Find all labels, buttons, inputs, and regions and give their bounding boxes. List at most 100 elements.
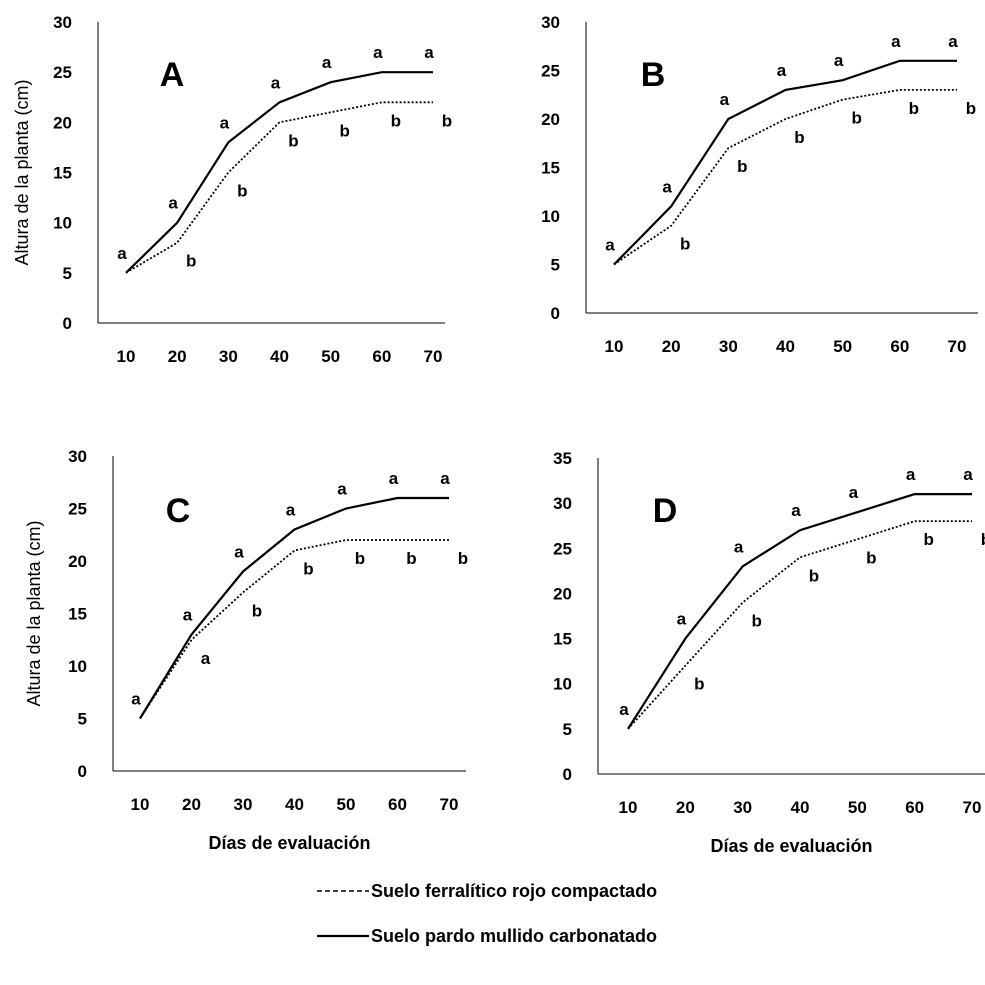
- panel-a-significance-letter: b: [339, 121, 349, 140]
- panel-d-series-ferralitico-line: [627, 520, 972, 730]
- panel-c-x-tick-label: 70: [440, 795, 459, 814]
- panel-c-x-tick-label: 30: [234, 795, 253, 814]
- panel-b-x-tick-label: 40: [776, 337, 795, 356]
- panel-d-x-tick-label: 50: [848, 798, 867, 817]
- panel-c-y-tick-label: 30: [68, 447, 87, 466]
- panel-c-significance-letter: b: [303, 560, 313, 579]
- panel-d-x-tick-label: 40: [791, 798, 810, 817]
- legend-label-ferralitico: Suelo ferralítico rojo compactado: [371, 881, 657, 901]
- panel-c-significance-letter: a: [131, 690, 141, 709]
- panel-c-y-tick-label: 10: [68, 657, 87, 676]
- panel-a-significance-letter: b: [237, 182, 247, 201]
- panel-d-x-tick-label: 20: [676, 798, 695, 817]
- panel-b-significance-letter: b: [851, 109, 861, 128]
- panel-a-y-axis-label: Altura de la planta (cm): [12, 79, 32, 265]
- panel-b-significance-letter: a: [948, 32, 958, 51]
- panel-c-significance-letter: a: [286, 501, 296, 520]
- panel-b-x-tick-label: 50: [833, 337, 852, 356]
- legend-label-pardo: Suelo pardo mullido carbonatado: [371, 926, 657, 946]
- panel-c-significance-letter: a: [440, 469, 450, 488]
- panel-c-series-pardo-line: [139, 496, 449, 720]
- panel-a-y-tick-label: 25: [53, 63, 72, 82]
- panel-d-significance-letter: a: [734, 537, 744, 556]
- panel-a-significance-letter: b: [288, 131, 298, 150]
- panel-d-y-tick-label: 5: [563, 720, 572, 739]
- panel-b-x-tick-label: 60: [890, 337, 909, 356]
- panel-b-significance-letter: a: [662, 177, 672, 196]
- panel-c-x-tick-label: 60: [388, 795, 407, 814]
- panel-a-significance-letter: b: [186, 252, 196, 271]
- panel-d-y-tick-label: 20: [553, 584, 572, 603]
- panel-d-x-tick-label: 60: [905, 798, 924, 817]
- panel-a-y-tick-label: 30: [53, 13, 72, 32]
- panel-c-significance-letter: a: [337, 480, 347, 499]
- panel-b-significance-letter: b: [680, 235, 690, 254]
- panel-c-y-tick-label: 20: [68, 552, 87, 571]
- panel-d-significance-letter: b: [981, 530, 985, 549]
- panel-c-x-tick-label: 50: [337, 795, 356, 814]
- panel-c-y-tick-label: 5: [78, 710, 87, 729]
- panel-a-y-tick-label: 10: [53, 214, 72, 233]
- panel-b-significance-letter: b: [966, 99, 976, 118]
- panel-c-significance-letter: b: [406, 549, 416, 568]
- panel-b-series-pardo-line: [613, 59, 957, 266]
- panel-d-y-tick-label: 30: [553, 494, 572, 513]
- panel-c-y-tick-label: 0: [78, 762, 87, 781]
- panel-d-significance-letter: b: [751, 611, 761, 630]
- panel-d-significance-letter: a: [619, 700, 629, 719]
- panel-b-x-tick-label: 70: [948, 337, 967, 356]
- panel-d-y-tick-label: 25: [553, 539, 572, 558]
- panel-b-significance-letter: a: [605, 236, 615, 255]
- panel-b-x-tick-label: 10: [605, 337, 624, 356]
- panel-d-label: D: [653, 492, 678, 530]
- panel-d-y-tick-label: 10: [553, 675, 572, 694]
- panel-d-x-tick-label: 30: [733, 798, 752, 817]
- panel-c-label: C: [166, 492, 191, 530]
- panel-b-x-tick-label: 30: [719, 337, 738, 356]
- panel-a-x-tick-label: 60: [372, 347, 391, 366]
- panel-a-significance-letter: a: [322, 53, 332, 72]
- panel-b-y-tick-label: 5: [551, 256, 560, 275]
- panel-b-x-tick-label: 20: [662, 337, 681, 356]
- panel-a-label: A: [160, 56, 185, 94]
- panel-d-significance-letter: b: [694, 675, 704, 694]
- panel-c-significance-letter: b: [355, 549, 365, 568]
- panel-d-significance-letter: b: [866, 548, 876, 567]
- panel-b-significance-letter: a: [720, 90, 730, 109]
- panel-b-y-tick-label: 25: [541, 62, 560, 81]
- panel-c-significance-letter: b: [458, 549, 468, 568]
- panel-a-x-tick-label: 30: [219, 347, 238, 366]
- panel-d-significance-letter: a: [677, 610, 687, 629]
- panel-a-x-tick-label: 70: [424, 347, 443, 366]
- panel-c-x-axis-label: Días de evaluación: [208, 833, 370, 853]
- panel-d-x-axis-label: Días de evaluación: [710, 836, 872, 856]
- panel-c-x-tick-label: 20: [182, 795, 201, 814]
- panel-d-significance-letter: b: [809, 566, 819, 585]
- panel-c-x-tick-label: 10: [131, 795, 150, 814]
- panel-a-significance-letter: a: [424, 43, 434, 62]
- panel-c-significance-letter: a: [234, 543, 244, 562]
- panel-c-y-axis-label: Altura de la planta (cm): [24, 520, 44, 706]
- panel-d-x-tick-label: 10: [619, 798, 638, 817]
- panel-a-x-tick-label: 40: [270, 347, 289, 366]
- panel-b-series-ferralitico-line: [613, 89, 957, 266]
- panel-c-series-ferralitico-line: [139, 539, 449, 719]
- panel-a-significance-letter: a: [168, 194, 178, 213]
- panel-a-y-tick-label: 5: [63, 264, 72, 283]
- panel-c-y-tick-label: 25: [68, 500, 87, 519]
- panel-d-significance-letter: b: [923, 530, 933, 549]
- panel-a-x-tick-label: 10: [117, 347, 136, 366]
- panel-a-x-tick-label: 50: [321, 347, 340, 366]
- panel-b-significance-letter: a: [834, 51, 844, 70]
- panel-a-y-tick-label: 0: [63, 314, 72, 333]
- panel-a-y-tick-label: 15: [53, 164, 72, 183]
- panel-c-significance-letter: b: [252, 602, 262, 621]
- panel-d-y-tick-label: 35: [553, 449, 572, 468]
- panel-b-y-tick-label: 30: [541, 13, 560, 32]
- panel-a-x-tick-label: 20: [168, 347, 187, 366]
- panel-d-series-pardo-line: [627, 493, 972, 730]
- panel-d-significance-letter: a: [849, 483, 859, 502]
- panel-b-significance-letter: a: [777, 61, 787, 80]
- panel-a-significance-letter: b: [442, 111, 452, 130]
